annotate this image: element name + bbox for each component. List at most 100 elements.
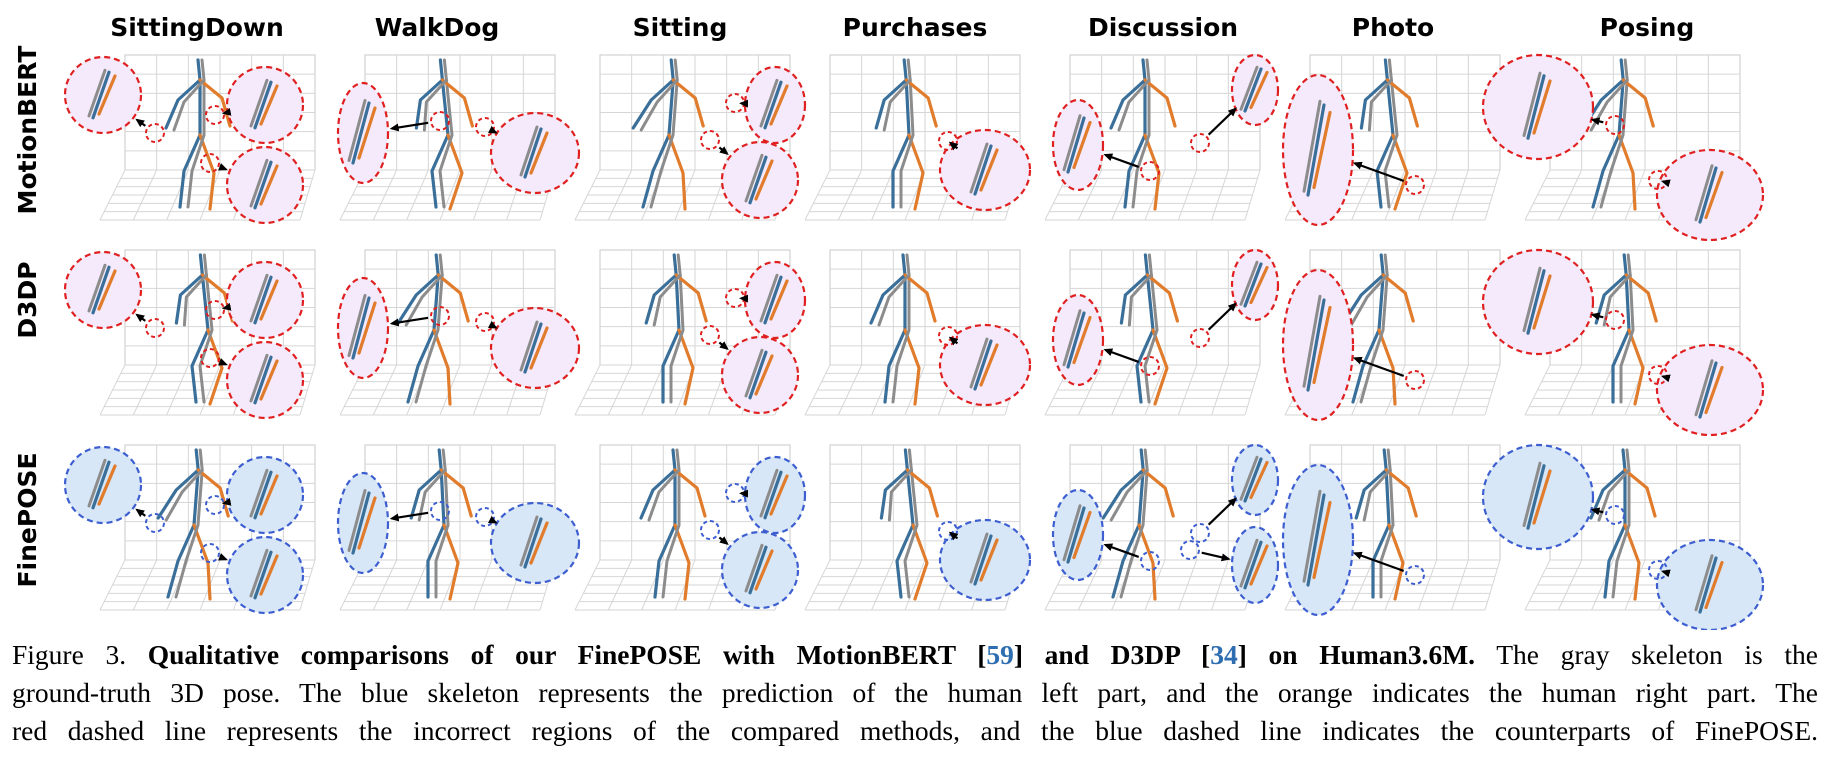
zoom-arrow [718, 536, 729, 546]
zoomed-left-bone [1066, 311, 1086, 369]
zoomed-right-bone [1312, 305, 1332, 385]
zoomed-left-bone [1066, 506, 1086, 564]
zoomed-right-bone [1072, 315, 1092, 365]
column-header-sittingdown: SittingDown [110, 13, 284, 42]
right-part-bone [1145, 273, 1180, 323]
right-part-bone [1385, 78, 1420, 128]
ground-truth-bone [414, 328, 440, 404]
zoomed-left-bone [763, 80, 783, 130]
left-part-bone [874, 78, 908, 130]
zoom-arrow [1207, 497, 1237, 526]
zoomed-right-bone [754, 159, 774, 201]
caption-line-2: ground-truth 3D pose. The blue skeleton … [12, 677, 1818, 708]
zoomed-ground-truth-bone [1522, 71, 1542, 138]
counterpart-region-zoom [743, 455, 807, 535]
cell-motionbert-discussion [1044, 53, 1280, 221]
zoomed-left-bone [1306, 298, 1326, 392]
counterpart-region-marker [1180, 540, 1200, 560]
counterpart-region-zoom [1655, 538, 1765, 630]
zoom-arrow [1660, 569, 1671, 578]
cell-d3dp-posing [1481, 248, 1765, 437]
zoomed-ground-truth-bone [1062, 504, 1082, 562]
left-part-bone [1111, 523, 1141, 599]
cell-motionbert-walkdog [336, 54, 581, 221]
left-part-bone [426, 523, 446, 599]
zoomed-right-bone [769, 84, 789, 126]
zoomed-ground-truth-bone [969, 337, 989, 389]
right-part-bone [674, 273, 708, 323]
zoomed-ground-truth-bone [87, 263, 107, 313]
zoomed-right-bone [259, 84, 279, 126]
ground-truth-bone [172, 78, 206, 132]
counterpart-region-marker [145, 513, 165, 533]
counterpart-region-zoom [720, 530, 800, 610]
zoomed-left-bone [1526, 464, 1546, 530]
right-part-bone [1137, 523, 1157, 601]
zoomed-right-bone [754, 549, 774, 591]
right-part-bone [1377, 328, 1397, 406]
row-label-motionbert: MotionBERT [13, 46, 42, 215]
counterpart-region-marker [938, 521, 958, 541]
incorrect-region-marker [1190, 328, 1210, 348]
zoomed-right-bone [1532, 469, 1552, 525]
ground-truth-bone [887, 468, 913, 522]
incorrect-region-zoom [720, 335, 800, 415]
zoom-arrow [218, 163, 228, 171]
counterpart-region-zoom [225, 535, 305, 615]
left-part-bone [196, 58, 202, 137]
cell-d3dp-sitting [574, 249, 807, 416]
zoom-arrow [718, 341, 729, 351]
right-part-bone [1381, 273, 1415, 323]
ground-truth-bone [1597, 468, 1631, 522]
incorrect-region-zoom [225, 340, 305, 420]
column-header-discussion: Discussion [1088, 13, 1238, 42]
incorrect-region-zoom [336, 276, 390, 380]
incorrect-region-marker [1405, 175, 1425, 195]
right-part-bone [1141, 468, 1175, 518]
zoomed-ground-truth-bone [249, 468, 269, 518]
counterpart-region-marker [430, 501, 450, 521]
left-part-bone [414, 78, 444, 130]
citation-59[interactable]: 59 [986, 639, 1014, 670]
left-part-bone [1621, 448, 1627, 527]
zoomed-right-bone [1072, 510, 1092, 560]
zoomed-right-bone [357, 301, 377, 355]
zoomed-right-bone [1312, 500, 1332, 580]
zoomed-left-bone [1526, 74, 1546, 140]
zoomed-left-bone [253, 80, 273, 130]
zoomed-left-bone [1526, 269, 1546, 335]
left-part-bone [1109, 78, 1147, 130]
right-part-bone [671, 78, 705, 128]
counterpart-region-zoom [489, 501, 581, 585]
left-part-bone [1603, 523, 1627, 599]
caption-title-b: ] and D3DP [ [1013, 639, 1211, 670]
incorrect-region-zoom [63, 250, 143, 330]
left-part-bone [178, 133, 202, 209]
left-part-bone [174, 273, 204, 325]
citation-34[interactable]: 34 [1210, 639, 1238, 670]
right-part-bone [446, 133, 464, 211]
zoomed-right-bone [357, 496, 377, 550]
ground-truth-bone [198, 328, 214, 404]
right-part-bone [192, 523, 212, 601]
incorrect-region-zoom [938, 323, 1032, 407]
zoom-arrow [1590, 117, 1604, 126]
zoomed-ground-truth-bone [519, 320, 539, 372]
incorrect-region-marker [1405, 370, 1425, 390]
ground-truth-bone [438, 133, 454, 209]
incorrect-region-zoom [225, 260, 305, 340]
left-part-bone [644, 273, 678, 325]
zoomed-right-bone [1249, 544, 1269, 586]
zoomed-right-bone [1249, 70, 1269, 110]
zoomed-left-bone [1698, 556, 1718, 614]
zoom-arrow [1352, 161, 1405, 182]
zoomed-ground-truth-bone [1694, 359, 1714, 417]
left-part-bone [1141, 58, 1147, 137]
zoomed-right-bone [754, 354, 774, 396]
incorrect-region-marker [145, 123, 165, 143]
right-part-bone [1384, 468, 1418, 518]
zoomed-ground-truth-bone [1302, 489, 1322, 583]
ground-truth-bone [1145, 58, 1151, 137]
column-header-posing: Posing [1600, 13, 1695, 42]
zoomed-left-bone [1698, 361, 1718, 419]
